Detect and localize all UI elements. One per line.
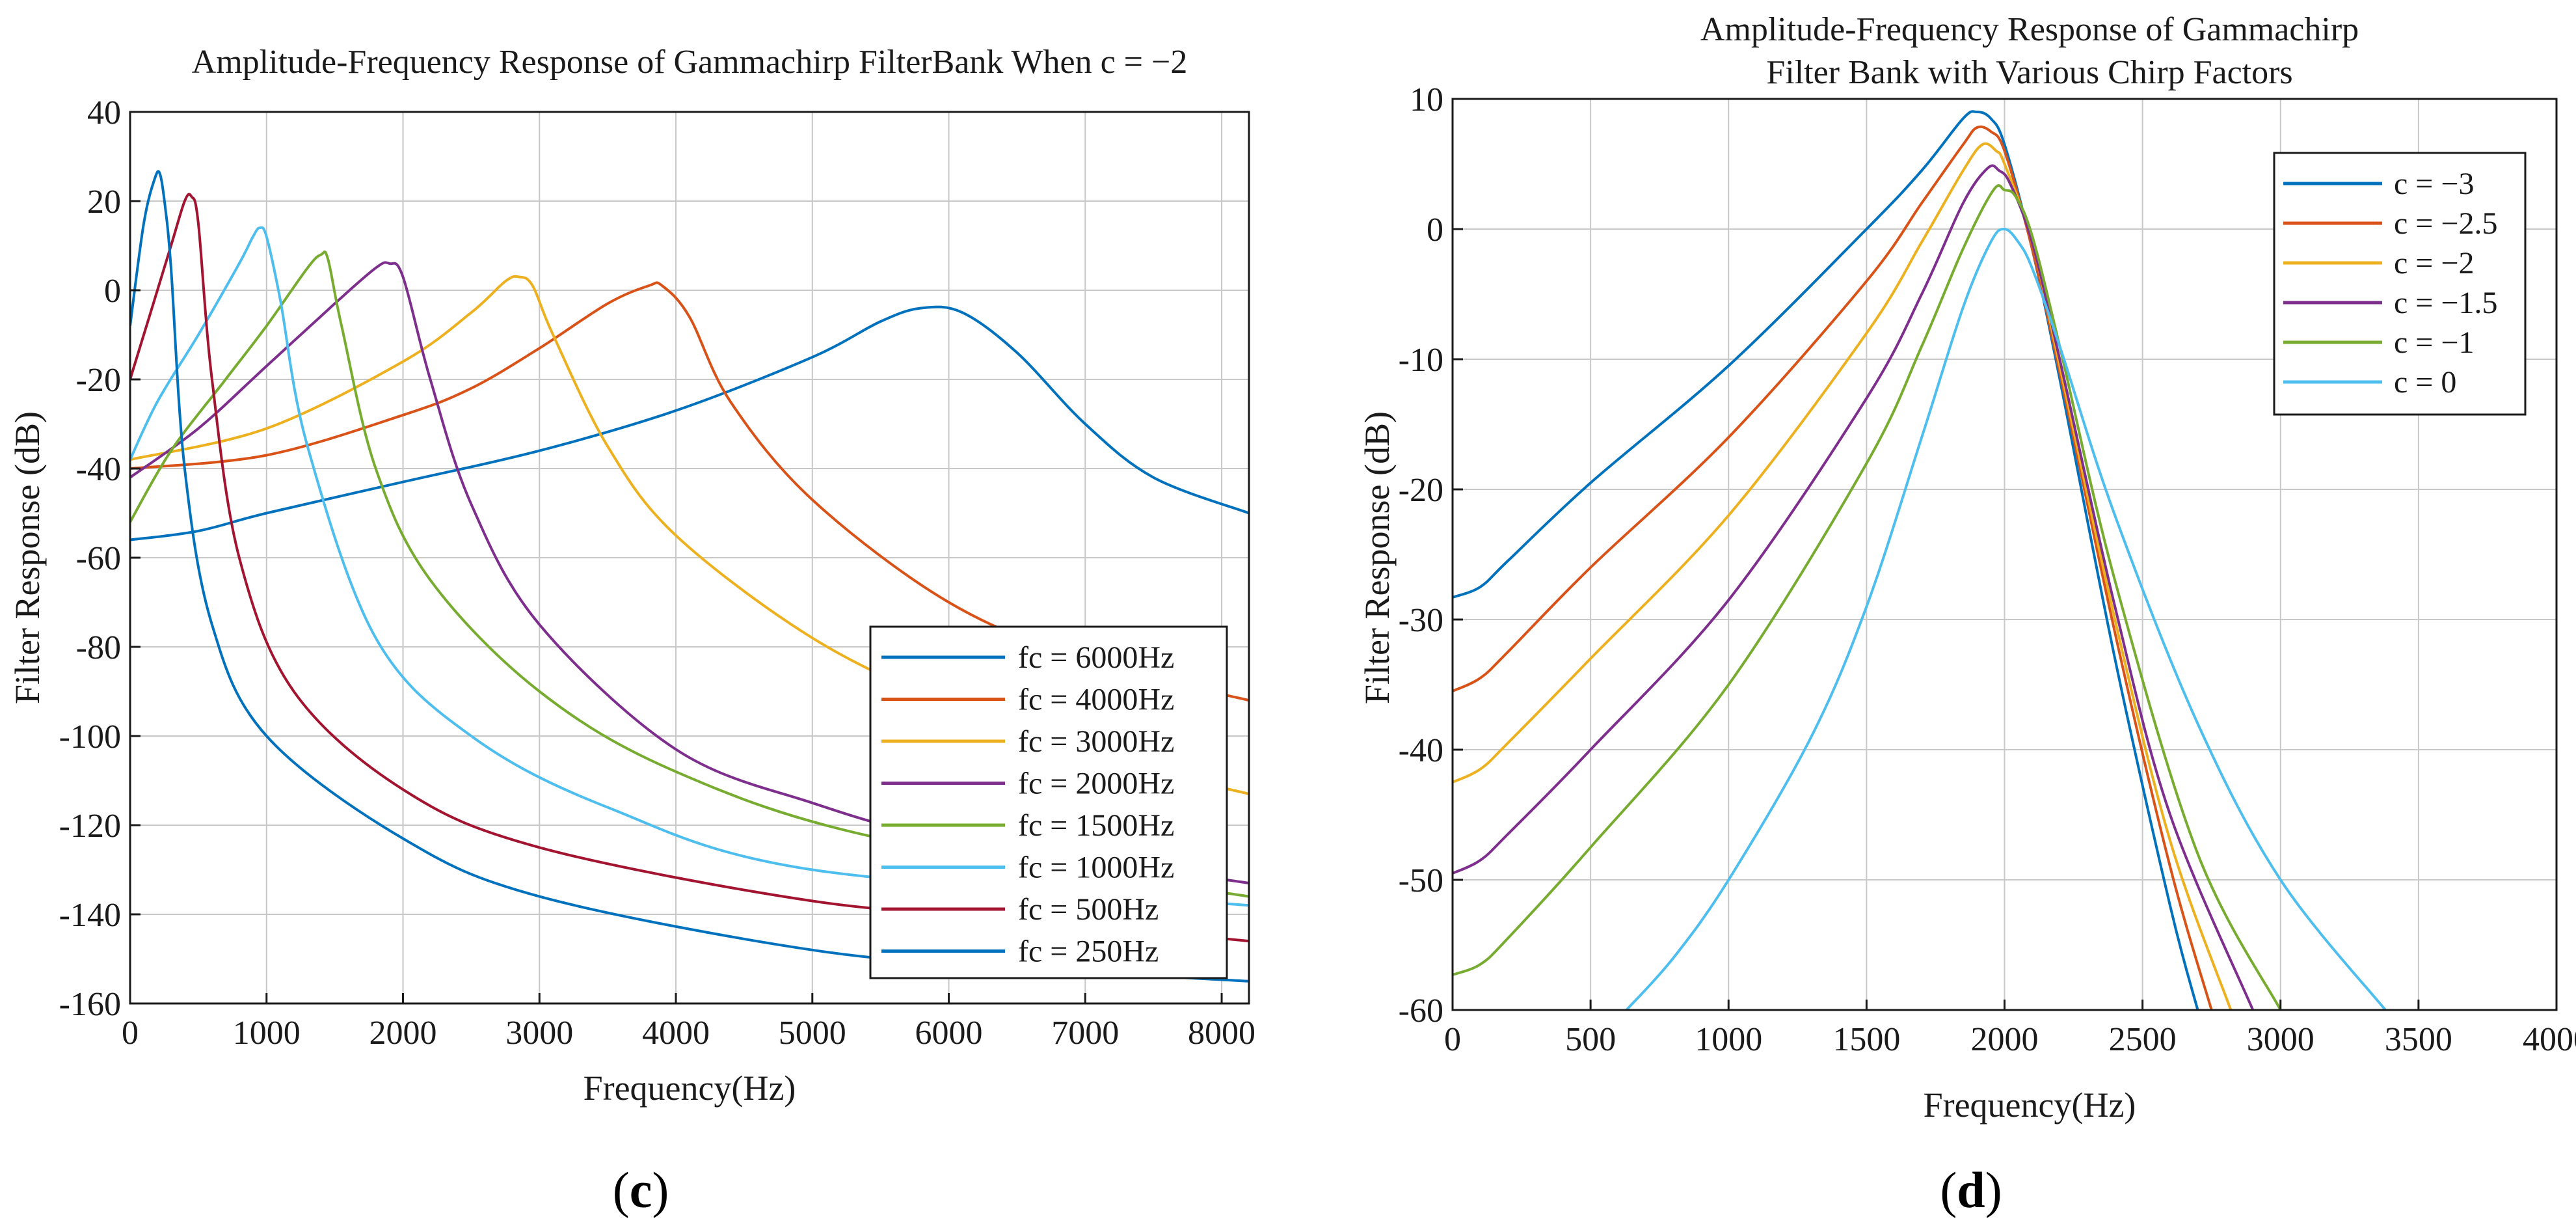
chart-c-y-tick-label: 0 bbox=[104, 273, 121, 310]
chart-c-x-axis-label: Frequency(Hz) bbox=[584, 1069, 796, 1108]
chart-d-y-tick-label: -20 bbox=[1399, 472, 1443, 509]
chart-c-x-tick-label: 4000 bbox=[642, 1015, 710, 1052]
chart-d-y-tick-label: 0 bbox=[1427, 211, 1443, 249]
chart-c-series-line-6 bbox=[130, 226, 1249, 907]
chart-d-y-tick-label: -30 bbox=[1399, 602, 1443, 639]
chart-c-legend-label: fc = 6000Hz bbox=[1018, 640, 1174, 675]
chart-c-y-tick-label: -120 bbox=[59, 808, 121, 845]
chart-d-x-tick-label: 2500 bbox=[2109, 1021, 2177, 1058]
chart-d-title-line-1: Amplitude-Frequency Response of Gammachi… bbox=[1700, 11, 2359, 48]
chart-c-series-line-2 bbox=[130, 281, 1249, 702]
chart-d-legend: c = −3 c = −2.5 c = −2 c = −1.5 c = −1 c = 0 bbox=[2273, 152, 2527, 416]
chart-d-x-tick-label: 500 bbox=[1565, 1021, 1616, 1058]
chart-c-x-tick-label: 8000 bbox=[1188, 1015, 1255, 1052]
chart-d-x-tick-label: 0 bbox=[1444, 1021, 1461, 1058]
chart-c-legend-label: fc = 3000Hz bbox=[1018, 724, 1174, 759]
chart-d-legend-box bbox=[2273, 152, 2527, 416]
chart-c-x-tick-label: 5000 bbox=[779, 1015, 846, 1052]
chart-d-y-tick-label: -10 bbox=[1399, 342, 1443, 379]
chart-c-y-tick-label: -40 bbox=[76, 451, 121, 488]
chart-c-legend-box bbox=[869, 625, 1228, 979]
chart-c-x-tick-label: 1000 bbox=[233, 1015, 301, 1052]
chart-d-x-axis-label: Frequency(Hz) bbox=[1924, 1085, 2136, 1125]
chart-c-y-tick-label: -100 bbox=[59, 718, 121, 756]
chart-d-x-tick-label: 3500 bbox=[2385, 1021, 2452, 1058]
chart-c-x-ticks: 0 1000 2000 3000 4000 5000 6000 7000 8000 bbox=[122, 993, 1255, 1052]
chart-c-legend: fc = 6000Hz fc = 4000Hz fc = 3000Hz fc = 20… bbox=[869, 625, 1228, 979]
chart-c-legend-label: fc = 500Hz bbox=[1018, 892, 1159, 927]
chart-d-x-tick-label: 2000 bbox=[1971, 1021, 2039, 1058]
chart-c-x-tick-label: 0 bbox=[122, 1015, 139, 1052]
chart-d-legend-label: c = −2 bbox=[2394, 246, 2474, 280]
chart-d-y-tick-label: -50 bbox=[1399, 862, 1443, 899]
chart-d-y-tick-label: 10 bbox=[1410, 81, 1443, 118]
chart-d-panel-label: (d) bbox=[1940, 1162, 2002, 1218]
chart-c-series-line-8 bbox=[130, 170, 1249, 983]
chart-d-legend-label: c = −1 bbox=[2394, 325, 2474, 360]
chart-c-y-tick-label: -160 bbox=[59, 986, 121, 1023]
chart-d-series-line-1 bbox=[1453, 110, 2199, 1010]
chart-c-legend-label: fc = 4000Hz bbox=[1018, 683, 1174, 717]
chart-d-legend-label: c = 0 bbox=[2394, 365, 2456, 400]
chart-d-title-line-2: Filter Bank with Various Chirp Factors bbox=[1766, 54, 2292, 91]
chart-c-series-line-1 bbox=[130, 305, 1249, 541]
chart-d-legend-label: c = −1.5 bbox=[2394, 286, 2497, 320]
chart-c-x-tick-label: 2000 bbox=[369, 1015, 437, 1052]
chart-d-x-ticks: 0 500 1000 1500 2000 2500 3000 3500 4000 bbox=[1444, 1000, 2576, 1058]
chart-d-series-line-6 bbox=[1625, 228, 2387, 1010]
chart-c-y-ticks: -160 -140 -120 -100 -80 -60 -40 -20 0 20 40 bbox=[59, 94, 141, 1023]
chart-d-y-tick-label: -40 bbox=[1399, 732, 1443, 769]
chart-c-y-tick-label: -140 bbox=[59, 897, 121, 934]
chart-c-series-line-4 bbox=[130, 261, 1249, 884]
chart-c-x-tick-label: 3000 bbox=[505, 1015, 573, 1052]
chart-c-title: Amplitude-Frequency Response of Gammachi… bbox=[192, 44, 1188, 81]
chart-d-x-tick-label: 4000 bbox=[2523, 1021, 2576, 1058]
chart-d: 05001000150020002500300035004000 -60-50-… bbox=[1358, 11, 2576, 1218]
chart-c-panel-label: (c) bbox=[613, 1162, 669, 1218]
chart-d-series-line-2 bbox=[1453, 125, 2213, 1010]
chart-c-y-tick-label: 40 bbox=[87, 94, 121, 131]
chart-d-y-tick-label: -60 bbox=[1399, 992, 1443, 1030]
chart-c-y-tick-label: -60 bbox=[76, 540, 121, 577]
chart-c-y-tick-label: -20 bbox=[76, 362, 121, 399]
chart-d-series-line-3 bbox=[1453, 142, 2233, 1010]
chart-d-series bbox=[1453, 110, 2387, 1010]
chart-d-legend-label: c = −3 bbox=[2394, 167, 2474, 201]
chart-c-y-axis-label: Filter Response (dB) bbox=[8, 411, 47, 704]
chart-d-legend-label: c = −2.5 bbox=[2394, 206, 2497, 241]
chart-c-series-line-5 bbox=[130, 250, 1249, 898]
chart-d-series-line-5 bbox=[1453, 184, 2282, 1010]
chart-d-x-tick-label: 1500 bbox=[1832, 1021, 1900, 1058]
chart-c-x-tick-label: 7000 bbox=[1051, 1015, 1119, 1052]
chart-d-x-tick-label: 1000 bbox=[1695, 1021, 1762, 1058]
chart-d-y-axis-label: Filter Response (dB) bbox=[1358, 411, 1397, 704]
chart-c-legend-label: fc = 2000Hz bbox=[1018, 767, 1174, 801]
chart-c-x-tick-label: 6000 bbox=[915, 1015, 983, 1052]
chart-c-y-tick-label: -80 bbox=[76, 629, 121, 666]
chart-c-legend-label: fc = 1000Hz bbox=[1018, 851, 1174, 885]
chart-d-y-ticks: -60 -50 -40 -30 -20 -10 0 10 bbox=[1399, 81, 1463, 1030]
chart-c-legend-label: fc = 1500Hz bbox=[1018, 808, 1174, 843]
chart-c-legend-label: fc = 250Hz bbox=[1018, 935, 1159, 969]
chart-d-x-tick-label: 3000 bbox=[2247, 1021, 2314, 1058]
chart-c-y-tick-label: 20 bbox=[87, 184, 121, 221]
chart-d-series-line-4 bbox=[1453, 164, 2255, 1010]
chart-c: 0 1000 2000 3000 4000 5000 6000 7000 8000 -160-1… bbox=[8, 44, 1255, 1218]
